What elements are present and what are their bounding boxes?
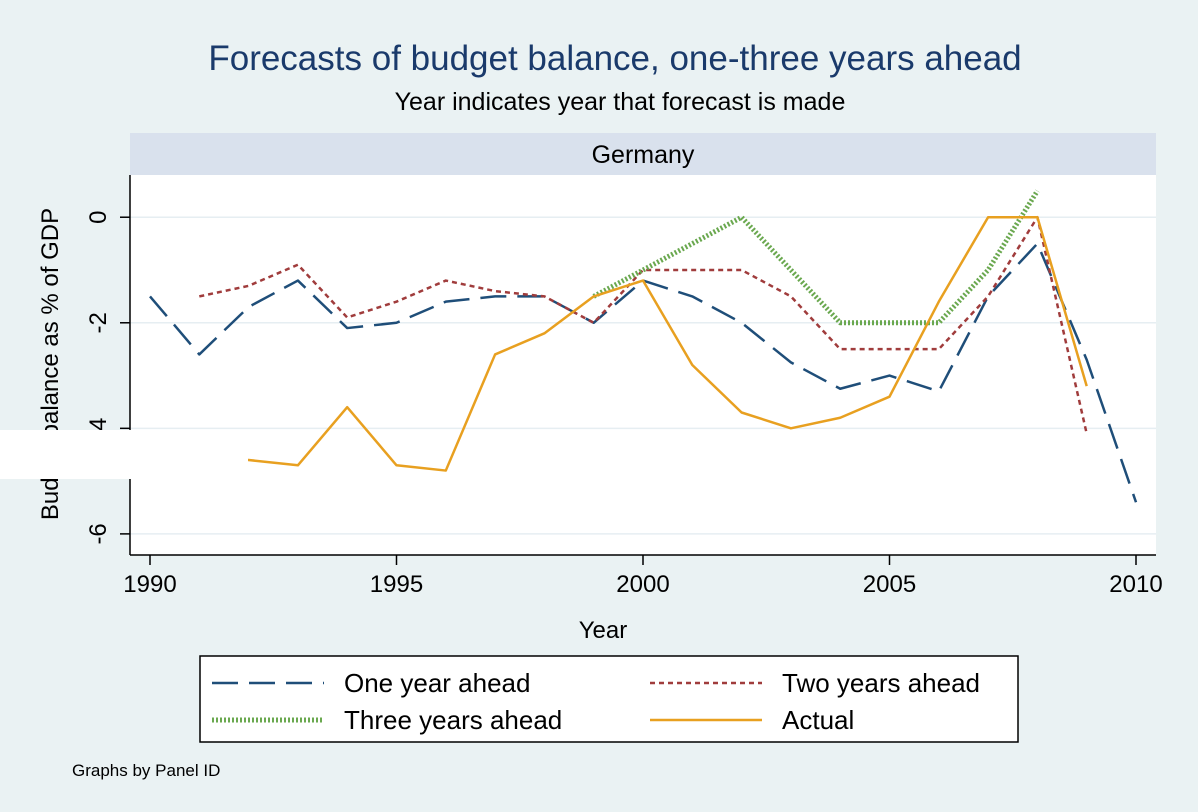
legend-label-actual: Actual [782,705,854,735]
x-tick-label: 2000 [616,571,669,598]
series-line-actual [149,215,1088,472]
y-tick-label: -6 [85,523,112,544]
chart-subtitle: Year indicates year that forecast is mad… [395,88,846,116]
series-line-one-year-ahead [149,242,1138,503]
y-tick-label: 0 [85,211,112,224]
panel-strip [130,133,1156,175]
legend-label-one-year-ahead: One year ahead [344,668,530,698]
legend: One year ahead Two years ahead Three years… [212,668,980,735]
plot-area [130,175,1156,555]
y-tick-label: -2 [85,312,112,333]
legend-box [199,655,1019,743]
x-tick-label: 2010 [1109,571,1162,598]
series-lines [149,189,1138,503]
graph-note: Graphs by Panel ID [72,761,220,780]
redaction-box [0,430,248,479]
x-tick-label: 1990 [123,571,176,598]
series-line-three-years-ahead [592,189,1040,326]
legend-label-three-years-ahead: Three years ahead [344,705,562,735]
legend-label-two-years-ahead: Two years ahead [782,668,980,698]
x-axis-title: Year [579,617,628,644]
x-tick-label: 1995 [370,571,423,598]
panel-label: Germany [592,141,695,169]
gridlines [130,216,1156,535]
chart-title: Forecasts of budget balance, one-three y… [208,39,1021,78]
x-tick-label: 2005 [863,571,916,598]
